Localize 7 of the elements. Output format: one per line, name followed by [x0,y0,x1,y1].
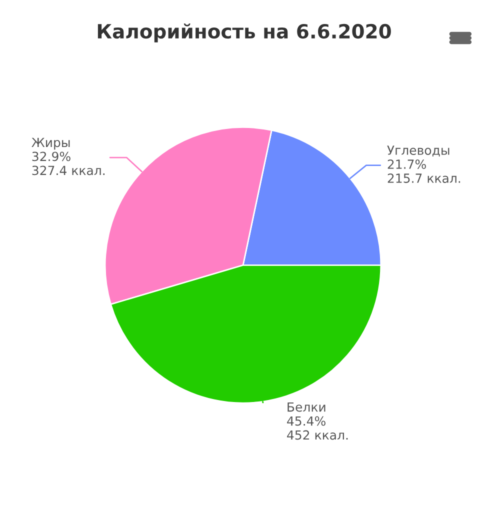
slice-label: Жиры [32,138,70,150]
data-label: 21.7% 215.7 ккал. [388,159,460,183]
data-label: 45.4% 452 ккал. [287,416,348,440]
data-label: 32.9% 327.4 ккал. [32,152,105,176]
chart-title: Калорийность на 6.6.2020 [98,24,391,42]
slice-label: Углеводы [387,146,450,156]
slice-label: Белки [288,402,326,412]
